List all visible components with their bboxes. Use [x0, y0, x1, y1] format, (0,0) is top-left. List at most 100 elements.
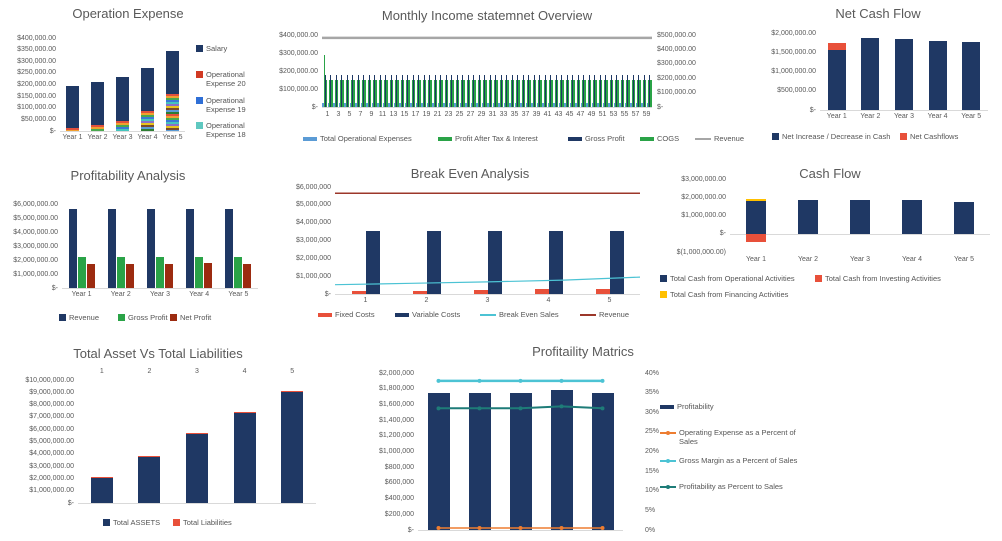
x-axis-label: 55 — [620, 111, 629, 118]
x-axis-label: Year 3 — [149, 291, 170, 298]
legend-swatch — [900, 133, 907, 140]
bar — [186, 208, 195, 288]
bar — [520, 103, 522, 107]
x-axis-label: Year 1 — [826, 113, 847, 120]
bar — [564, 103, 566, 107]
bar — [572, 74, 574, 107]
y-axis-label: $1,600,000 — [378, 400, 414, 408]
bar — [401, 74, 403, 107]
y-axis-label: $300,000.00 — [17, 57, 56, 65]
bar — [90, 477, 113, 503]
bar — [468, 80, 471, 107]
bar — [746, 200, 766, 234]
bar — [397, 80, 399, 107]
bar — [543, 80, 545, 107]
bar — [330, 74, 332, 107]
bar — [600, 80, 603, 107]
bar — [456, 74, 458, 107]
chart-canvas: $- $1,000,000.00 $2,000,000.00 $3,000,000.0… — [0, 340, 322, 541]
bar — [353, 80, 355, 107]
bar — [138, 456, 161, 503]
chart-canvas: $- $200,000 $400,000 $600,000 $800,000 $1,000… — [330, 340, 1002, 541]
bar — [533, 74, 535, 107]
legend-item: Net Increase / Decrease in Cash — [772, 132, 890, 141]
x-axis-label: 15 — [400, 111, 409, 118]
bar — [281, 390, 304, 392]
x-axis-label: 1 — [99, 368, 104, 375]
bar — [495, 74, 497, 107]
bar — [521, 80, 523, 107]
legend-label: Break Even Sales — [499, 310, 559, 319]
y-axis-label: $1,500,000.00 — [771, 48, 816, 56]
bar — [928, 40, 947, 110]
bar — [571, 80, 573, 107]
legend-label: Operational Expense 18 — [206, 121, 246, 139]
bar — [954, 201, 974, 234]
y-axis-label: $- — [719, 230, 726, 238]
bar — [415, 103, 418, 107]
chart-monthly-income-statement: Monthly Income statemnet Overview $- $100… — [258, 0, 750, 152]
bar — [429, 74, 431, 107]
x-axis-label: Year 3 — [850, 256, 870, 263]
y-axis-label: $5,000,000.00 — [29, 438, 74, 445]
legend-label: Profit After Tax & Interest — [455, 134, 538, 143]
bar — [90, 477, 113, 478]
chart-line-series — [334, 192, 641, 286]
legend-item: Gross Margin as a Percent of Sales — [660, 456, 799, 465]
legend-swatch — [196, 45, 203, 52]
legend-item: Total Cash from Operational Activities — [660, 274, 795, 283]
x-axis-line — [418, 530, 623, 531]
bar — [489, 74, 491, 107]
legend-label: Variable Costs — [412, 310, 461, 319]
bar — [399, 103, 401, 107]
bar — [338, 103, 341, 107]
y-axis-label: $2,000,000.00 — [771, 29, 816, 37]
bar — [378, 80, 380, 107]
bar — [421, 103, 423, 107]
y2-axis-label: 30% — [645, 408, 660, 416]
chart-canvas: $- $500,000.00 $1,000,000.00 $1,500,000.00 $… — [750, 0, 1002, 152]
y-axis-label: $200,000.00 — [17, 81, 56, 88]
legend-label: Net Cashflows — [910, 132, 959, 141]
bar — [595, 288, 610, 294]
legend-label: Gross Profit — [128, 313, 168, 322]
bar — [602, 103, 605, 107]
y-axis-label: $3,000,000.00 — [681, 175, 726, 183]
y2-axis-label: 0% — [645, 526, 656, 534]
bar — [548, 230, 563, 294]
x-axis-label: 3 — [485, 297, 490, 304]
y2-axis-label: 15% — [645, 467, 660, 475]
y-axis-label: $8,000,000.00 — [29, 401, 74, 409]
legend-label: Total Liabilities — [183, 518, 232, 527]
bar — [334, 80, 336, 107]
bar — [327, 103, 330, 107]
bar — [624, 103, 627, 107]
bar — [517, 74, 519, 107]
bar — [638, 74, 640, 107]
bar — [443, 103, 445, 107]
bar — [186, 433, 208, 435]
y2-axis-label: $500,000.00 — [657, 31, 696, 39]
bar — [410, 103, 412, 107]
bar — [66, 127, 79, 131]
legend-swatch — [815, 275, 822, 282]
bar — [323, 54, 325, 107]
bar — [374, 74, 376, 107]
bar — [644, 80, 647, 107]
x-axis-label: Year 2 — [860, 113, 881, 120]
bar — [484, 74, 486, 107]
bar — [648, 80, 650, 107]
x-axis-label: 43 — [554, 111, 563, 118]
chart-profitability-analysis: Profitability Analysis $- $1,000,000.00 $2… — [0, 160, 280, 335]
chart-canvas: $(1,000,000.00) $- $1,000,000.00 $2,000,000… — [655, 160, 1002, 312]
y-axis-label: $3,000,000.00 — [13, 242, 58, 250]
chart-canvas: $- $50,000.00 $100,000.00 $150,000.00 $200,0… — [0, 0, 258, 152]
bar — [440, 74, 442, 107]
bar — [518, 80, 520, 107]
legend-label: Operating Expense as a Percent of Sales — [679, 428, 796, 446]
bar — [798, 199, 818, 234]
y-axis-label: $600,000 — [384, 479, 414, 487]
bar — [433, 80, 435, 107]
legend-item: Operational Expense 18 — [196, 121, 261, 139]
